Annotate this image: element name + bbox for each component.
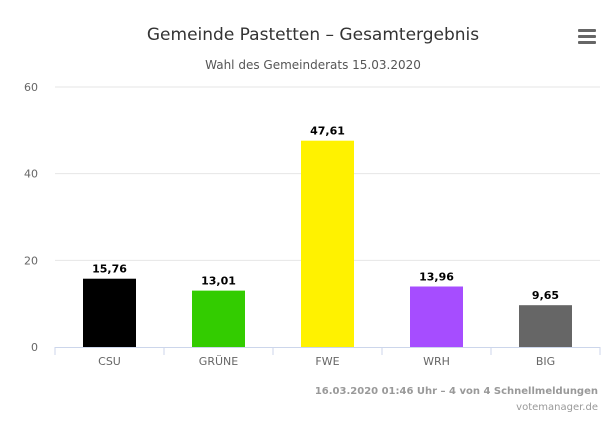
chart-title: Gemeinde Pastetten – Gesamtergebnis — [147, 25, 479, 45]
bar-csu[interactable] — [83, 278, 136, 347]
x-tick-label: FWE — [315, 355, 339, 368]
data-label: 13,01 — [201, 275, 236, 288]
x-tick-label: WRH — [423, 355, 450, 368]
x-tick-label: BIG — [536, 355, 555, 368]
bar-big[interactable] — [519, 305, 572, 347]
data-label: 13,96 — [419, 271, 454, 284]
x-axis: CSU GRÜNE FWE WRH BIG — [54, 347, 601, 368]
bar-grüne[interactable] — [192, 290, 245, 347]
data-labels: 15,76 13,01 47,61 13,96 9,65 — [92, 125, 559, 302]
data-label: 9,65 — [532, 289, 559, 302]
hamburger-menu-icon[interactable] — [578, 29, 596, 45]
x-tick-label: CSU — [98, 355, 121, 368]
y-tick-label: 40 — [24, 168, 38, 181]
x-tick-label: GRÜNE — [199, 355, 238, 368]
y-axis: 0 20 40 60 — [24, 81, 38, 354]
data-label: 15,76 — [92, 263, 127, 276]
bars — [83, 140, 572, 347]
bar-fwe[interactable] — [301, 140, 354, 347]
y-tick-label: 20 — [24, 254, 38, 267]
y-tick-label: 60 — [24, 81, 38, 94]
chart-subtitle: Wahl des Gemeinderats 15.03.2020 — [205, 58, 421, 72]
footer-source[interactable]: votemanager.de — [516, 402, 598, 413]
y-tick-label: 0 — [31, 341, 38, 354]
footer-status: 16.03.2020 01:46 Uhr – 4 von 4 Schnellme… — [315, 386, 598, 397]
bar-wrh[interactable] — [410, 286, 463, 347]
data-label: 47,61 — [310, 125, 345, 138]
